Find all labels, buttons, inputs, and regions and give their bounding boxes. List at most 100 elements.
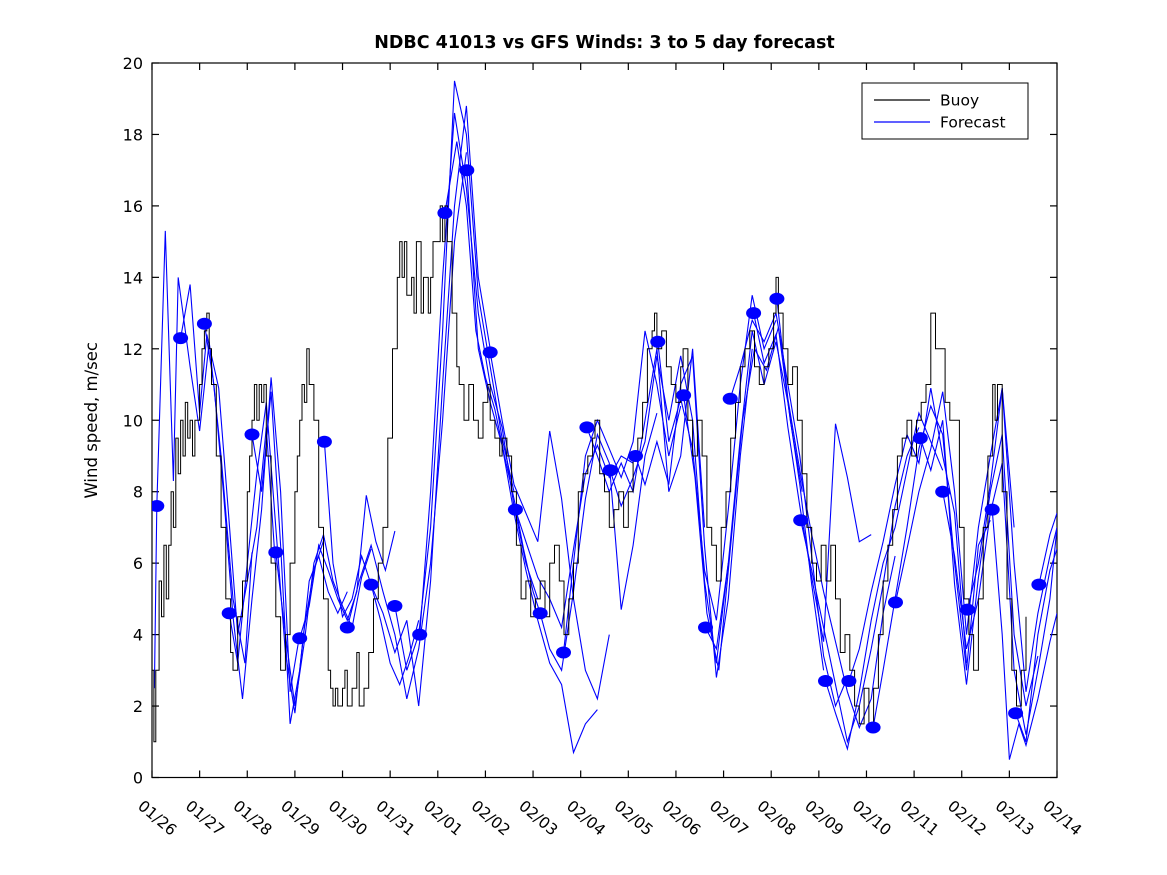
x-tick-label: 02/03 (515, 797, 561, 840)
forecast-marker (221, 607, 237, 620)
forecast-segment (394, 80, 515, 671)
x-tick-label: 02/02 (468, 797, 514, 840)
forecast-lines (153, 80, 1057, 760)
x-tick-label: 02/08 (754, 797, 800, 840)
forecast-segment (323, 441, 420, 687)
forecast-segment (1038, 512, 1057, 585)
forecast-segment (466, 170, 598, 755)
forecast-marker (152, 500, 165, 512)
forecast-segment (991, 509, 1057, 760)
forecast-marker (698, 621, 713, 634)
plot-area (152, 80, 1057, 760)
y-tick-label: 8 (133, 483, 143, 502)
forecast-marker (579, 421, 595, 434)
forecast-segment (586, 348, 706, 528)
forecast-marker (507, 503, 523, 516)
x-tick-label: 02/13 (992, 797, 1038, 840)
forecast-marker (888, 596, 903, 609)
forecast-marker (556, 646, 571, 659)
forecast-segment (966, 388, 1057, 692)
forecast-marker (316, 435, 332, 448)
x-tick-label: 01/31 (372, 797, 418, 840)
forecast-marker (196, 317, 212, 330)
forecast-markers (152, 164, 1047, 734)
forecast-marker (1008, 707, 1024, 720)
forecast-marker (173, 332, 189, 345)
forecast-segment (609, 355, 729, 664)
forecast-segment (1015, 548, 1057, 742)
y-tick-label: 18 (123, 125, 143, 144)
forecast-segment (419, 112, 539, 635)
y-tick-label: 20 (123, 54, 143, 73)
y-tick-label: 6 (133, 554, 143, 573)
forecast-segment (228, 402, 325, 714)
x-tick-label: 02/06 (658, 797, 704, 840)
forecast-marker (650, 335, 666, 348)
forecast-segment (444, 141, 541, 614)
y-axis-label: Wind speed, m/sec (82, 342, 101, 499)
forecast-marker (818, 675, 833, 687)
forecast-marker (628, 450, 643, 462)
y-tick-label: 4 (133, 626, 143, 645)
y-tick-label: 2 (133, 697, 143, 716)
forecast-segment (894, 388, 1015, 635)
y-tick-label: 16 (123, 197, 143, 216)
forecast-marker (482, 346, 498, 359)
forecast-marker (841, 675, 857, 687)
forecast-marker (793, 514, 809, 527)
x-tick-label: 02/04 (563, 797, 609, 840)
legend-box (861, 82, 1029, 140)
x-tick-label: 02/01 (420, 797, 466, 840)
forecast-marker (437, 207, 453, 219)
x-tick-label: 02/05 (611, 797, 657, 840)
forecast-marker (746, 307, 762, 320)
forecast-marker (268, 546, 284, 559)
forecast-marker (532, 607, 548, 620)
forecast-marker (676, 389, 692, 402)
y-tick-label: 14 (123, 268, 143, 287)
forecast-segment (489, 352, 610, 701)
forecast-marker (412, 628, 428, 641)
legend-label-buoy: Buoy (940, 92, 979, 110)
y-tick-label: 12 (123, 340, 143, 359)
x-tick-label: 01/27 (182, 797, 228, 840)
y-tick-label: 0 (133, 769, 143, 788)
forecast-marker (602, 464, 618, 477)
forecast-marker (769, 292, 785, 305)
forecast-marker (865, 721, 881, 734)
legend-label-forecast: Forecast (940, 114, 1006, 132)
forecast-segment (299, 495, 396, 639)
forecast-segment (919, 420, 1039, 707)
forecast-marker (1031, 578, 1047, 591)
x-tick-label: 01/29 (277, 797, 323, 840)
x-tick-label: 02/12 (944, 797, 990, 840)
forecast-marker (459, 164, 475, 177)
y-tick-label: 10 (123, 411, 143, 430)
forecast-segment (180, 284, 277, 635)
x-tick-label: 01/28 (230, 797, 276, 840)
forecast-segment (539, 412, 658, 672)
forecast-segment (753, 312, 872, 642)
x-tick-label: 02/14 (1039, 797, 1085, 840)
forecast-marker (387, 600, 403, 612)
buoy-line (152, 205, 1027, 743)
forecast-segment (872, 404, 991, 728)
forecast-marker (363, 578, 379, 591)
x-tick-label: 02/07 (706, 797, 752, 840)
forecast-segment (634, 348, 753, 678)
forecast-marker (935, 485, 951, 498)
forecast-marker (912, 432, 928, 445)
forecast-segment (370, 105, 491, 707)
forecast-marker (339, 621, 355, 634)
forecast-segment (824, 411, 944, 752)
x-tick-label: 02/09 (801, 797, 847, 840)
forecast-segment (776, 298, 896, 730)
axis-ticks (151, 62, 1058, 779)
forecast-segment (800, 427, 920, 744)
forecast-segment (346, 152, 467, 700)
chart-title: NDBC 41013 vs GFS Winds: 3 to 5 day fore… (374, 33, 835, 53)
forecast-marker (244, 428, 260, 441)
legend: Buoy Forecast (861, 82, 1029, 140)
